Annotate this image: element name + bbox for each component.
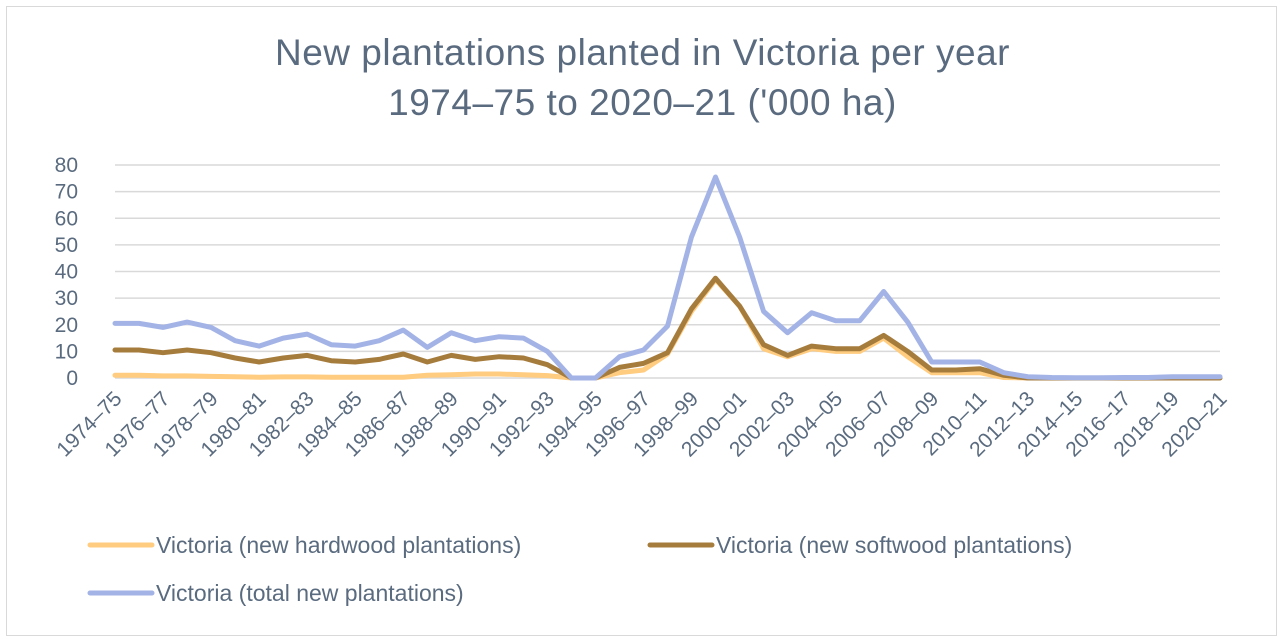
y-tick-label: 20 — [55, 314, 78, 337]
chart-title: New plantations planted in Victoria per … — [0, 28, 1285, 128]
legend-label: Victoria (total new plantations) — [156, 580, 464, 606]
y-tick-label: 10 — [55, 340, 78, 363]
y-tick-label: 40 — [55, 261, 78, 284]
y-tick-label: 70 — [55, 181, 78, 204]
chart-frame — [6, 6, 1277, 636]
y-tick-label: 80 — [55, 154, 78, 177]
legend: Victoria (new hardwood plantations) Victo… — [87, 532, 1072, 606]
legend-label: Victoria (new hardwood plantations) — [156, 532, 521, 558]
y-tick-label: 0 — [66, 367, 78, 390]
chart-subtitle: 1974–75 to 2020–21 ('000 ha) — [388, 82, 897, 123]
y-axis: 0 10 20 30 40 50 60 70 80 — [55, 154, 78, 390]
series-lines — [112, 174, 1223, 381]
chart-title-line1: New plantations planted in Victoria per … — [274, 32, 1010, 73]
gridlines — [115, 164, 1220, 379]
y-tick-label: 50 — [55, 234, 78, 257]
x-axis: 1974–751976–771978–791980–811982–831984–… — [52, 387, 1231, 461]
series-line-2 — [112, 174, 1223, 381]
legend-label: Victoria (new softwood plantations) — [716, 532, 1072, 558]
y-tick-label: 30 — [55, 287, 78, 310]
y-tick-label: 60 — [55, 207, 78, 230]
